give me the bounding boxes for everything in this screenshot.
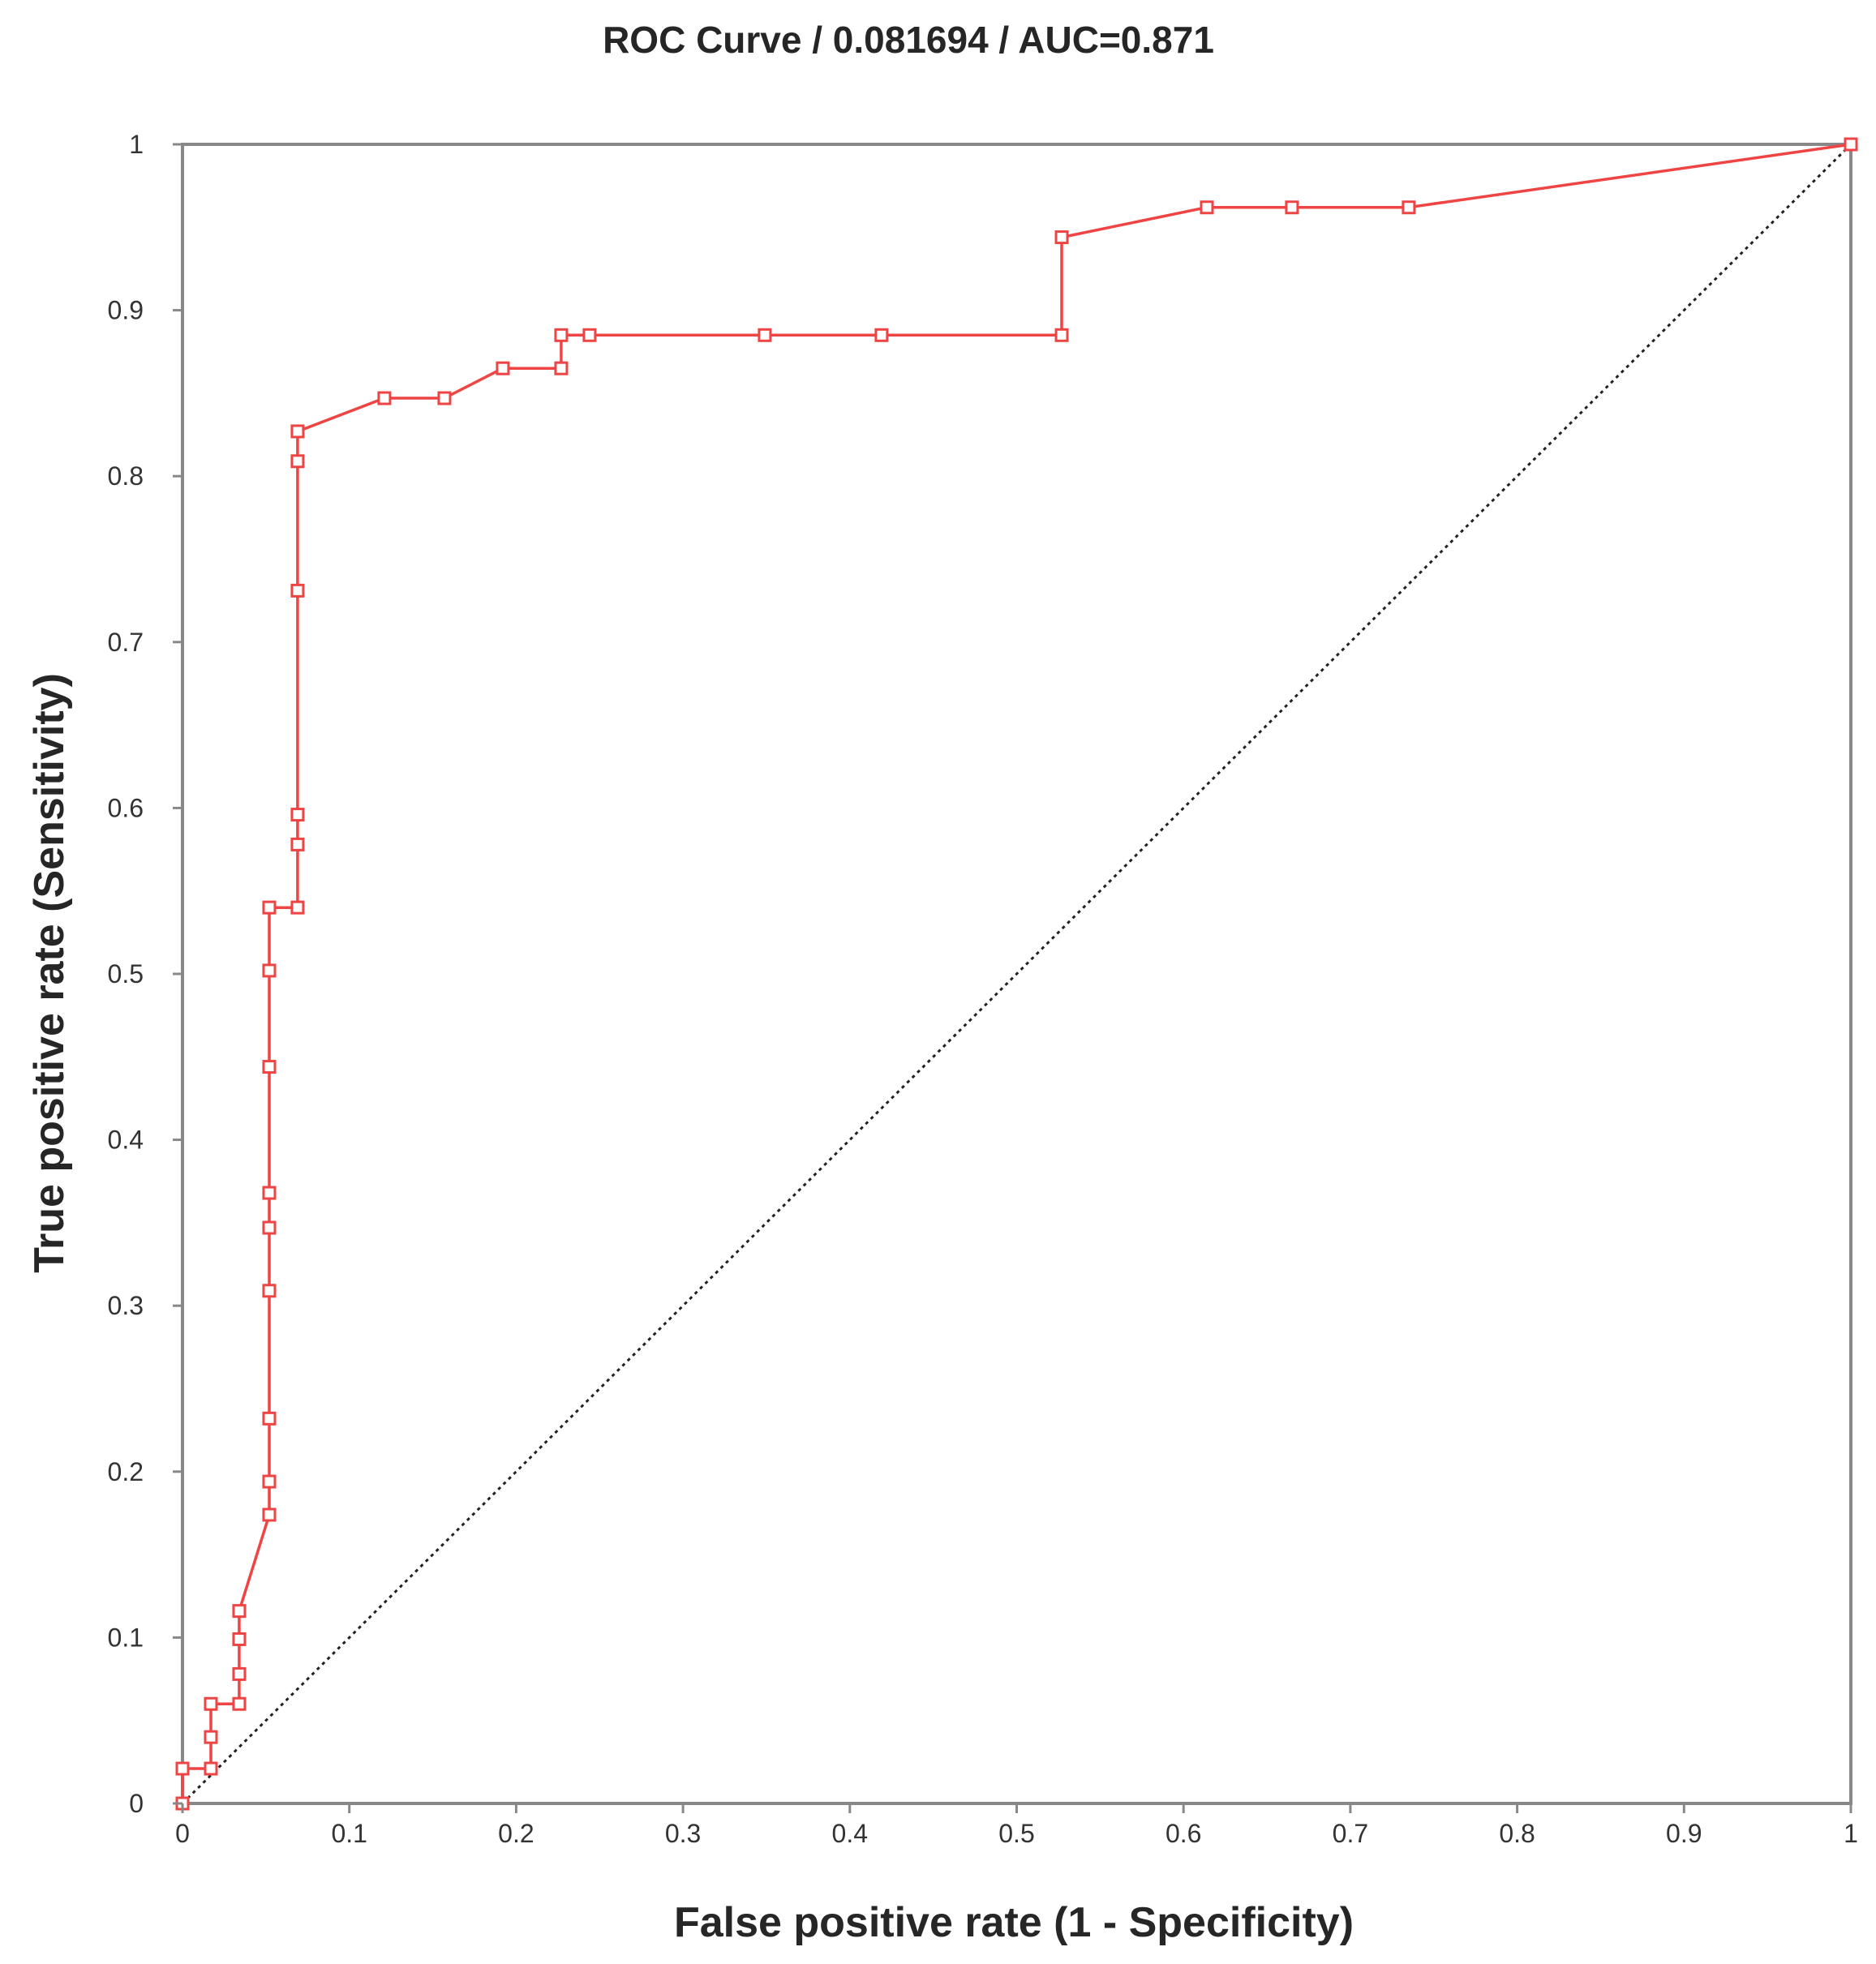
x-axis-label: False positive rate (1 - Specificity) — [674, 1899, 1354, 1946]
roc-point — [290, 424, 305, 439]
roc-point — [290, 808, 305, 822]
roc-point — [1054, 328, 1069, 342]
roc-point — [1402, 200, 1416, 215]
reference-diagonal-line — [181, 143, 1852, 1805]
x-tick-label: 0.1 — [331, 1819, 367, 1848]
x-tick-label: 0.9 — [1666, 1819, 1702, 1848]
roc-point — [262, 900, 277, 915]
roc-point — [1054, 230, 1069, 245]
x-tick-label: 0.2 — [498, 1819, 534, 1848]
roc-point — [496, 361, 510, 375]
roc-point — [290, 583, 305, 598]
roc-point — [437, 391, 452, 405]
roc-point — [262, 1060, 277, 1074]
y-tick-label: 0.1 — [108, 1623, 144, 1652]
roc-point — [554, 328, 569, 342]
x-tick-label: 0.6 — [1166, 1819, 1201, 1848]
y-axis-label: True positive rate (Sensitivity) — [26, 673, 73, 1273]
roc-point — [290, 454, 305, 469]
roc-point — [232, 1696, 247, 1711]
y-tick-label: 0.7 — [108, 628, 144, 657]
roc-point — [262, 1186, 277, 1200]
x-tick-label: 0.4 — [832, 1819, 868, 1848]
y-axis-ticks: 0 0.1 0.2 0.3 0.4 0.5 0.6 0.7 0.8 0.9 1 — [108, 130, 182, 1818]
roc-point — [262, 1507, 277, 1522]
roc-point — [290, 900, 305, 915]
y-tick-label: 1 — [129, 130, 144, 159]
roc-point — [1285, 200, 1299, 215]
roc-point — [554, 361, 569, 375]
x-tick-label: 0.8 — [1499, 1819, 1535, 1848]
roc-point — [232, 1666, 247, 1681]
roc-point — [377, 391, 392, 405]
y-tick-label: 0.8 — [108, 461, 144, 491]
roc-point — [232, 1632, 247, 1646]
roc-point — [290, 837, 305, 851]
roc-point — [1844, 137, 1858, 152]
y-tick-label: 0 — [129, 1789, 144, 1818]
roc-point — [758, 328, 772, 342]
y-tick-label: 0.6 — [108, 793, 144, 822]
roc-point — [204, 1696, 218, 1711]
roc-point — [1200, 200, 1214, 215]
roc-point — [232, 1604, 247, 1619]
roc-point — [262, 1220, 277, 1235]
roc-point — [175, 1761, 190, 1776]
y-tick-label: 0.5 — [108, 959, 144, 988]
roc-markers-group — [175, 137, 1858, 1811]
x-tick-label: 0.7 — [1333, 1819, 1368, 1848]
roc-point — [262, 1474, 277, 1489]
x-tick-label: 0.5 — [998, 1819, 1034, 1848]
roc-point — [874, 328, 889, 342]
x-axis-ticks: 0 0.1 0.2 0.3 0.4 0.5 0.6 0.7 0.8 0.9 1 — [175, 1803, 1858, 1848]
roc-point — [204, 1761, 218, 1776]
y-tick-label: 0.4 — [108, 1126, 144, 1155]
roc-point — [582, 328, 597, 342]
roc-point — [262, 1284, 277, 1298]
x-tick-label: 0.3 — [665, 1819, 701, 1848]
x-tick-label: 0 — [175, 1819, 190, 1848]
y-tick-label: 0.9 — [108, 296, 144, 325]
y-tick-label: 0.3 — [108, 1291, 144, 1320]
x-tick-label: 1 — [1844, 1819, 1858, 1848]
chart-title: ROC Curve / 0.081694 / AUC=0.871 — [603, 19, 1214, 61]
y-tick-label: 0.2 — [108, 1457, 144, 1486]
reference-diagonal-group — [181, 143, 1852, 1805]
roc-point — [262, 963, 277, 978]
roc-point — [204, 1730, 218, 1744]
roc-point — [262, 1411, 277, 1426]
